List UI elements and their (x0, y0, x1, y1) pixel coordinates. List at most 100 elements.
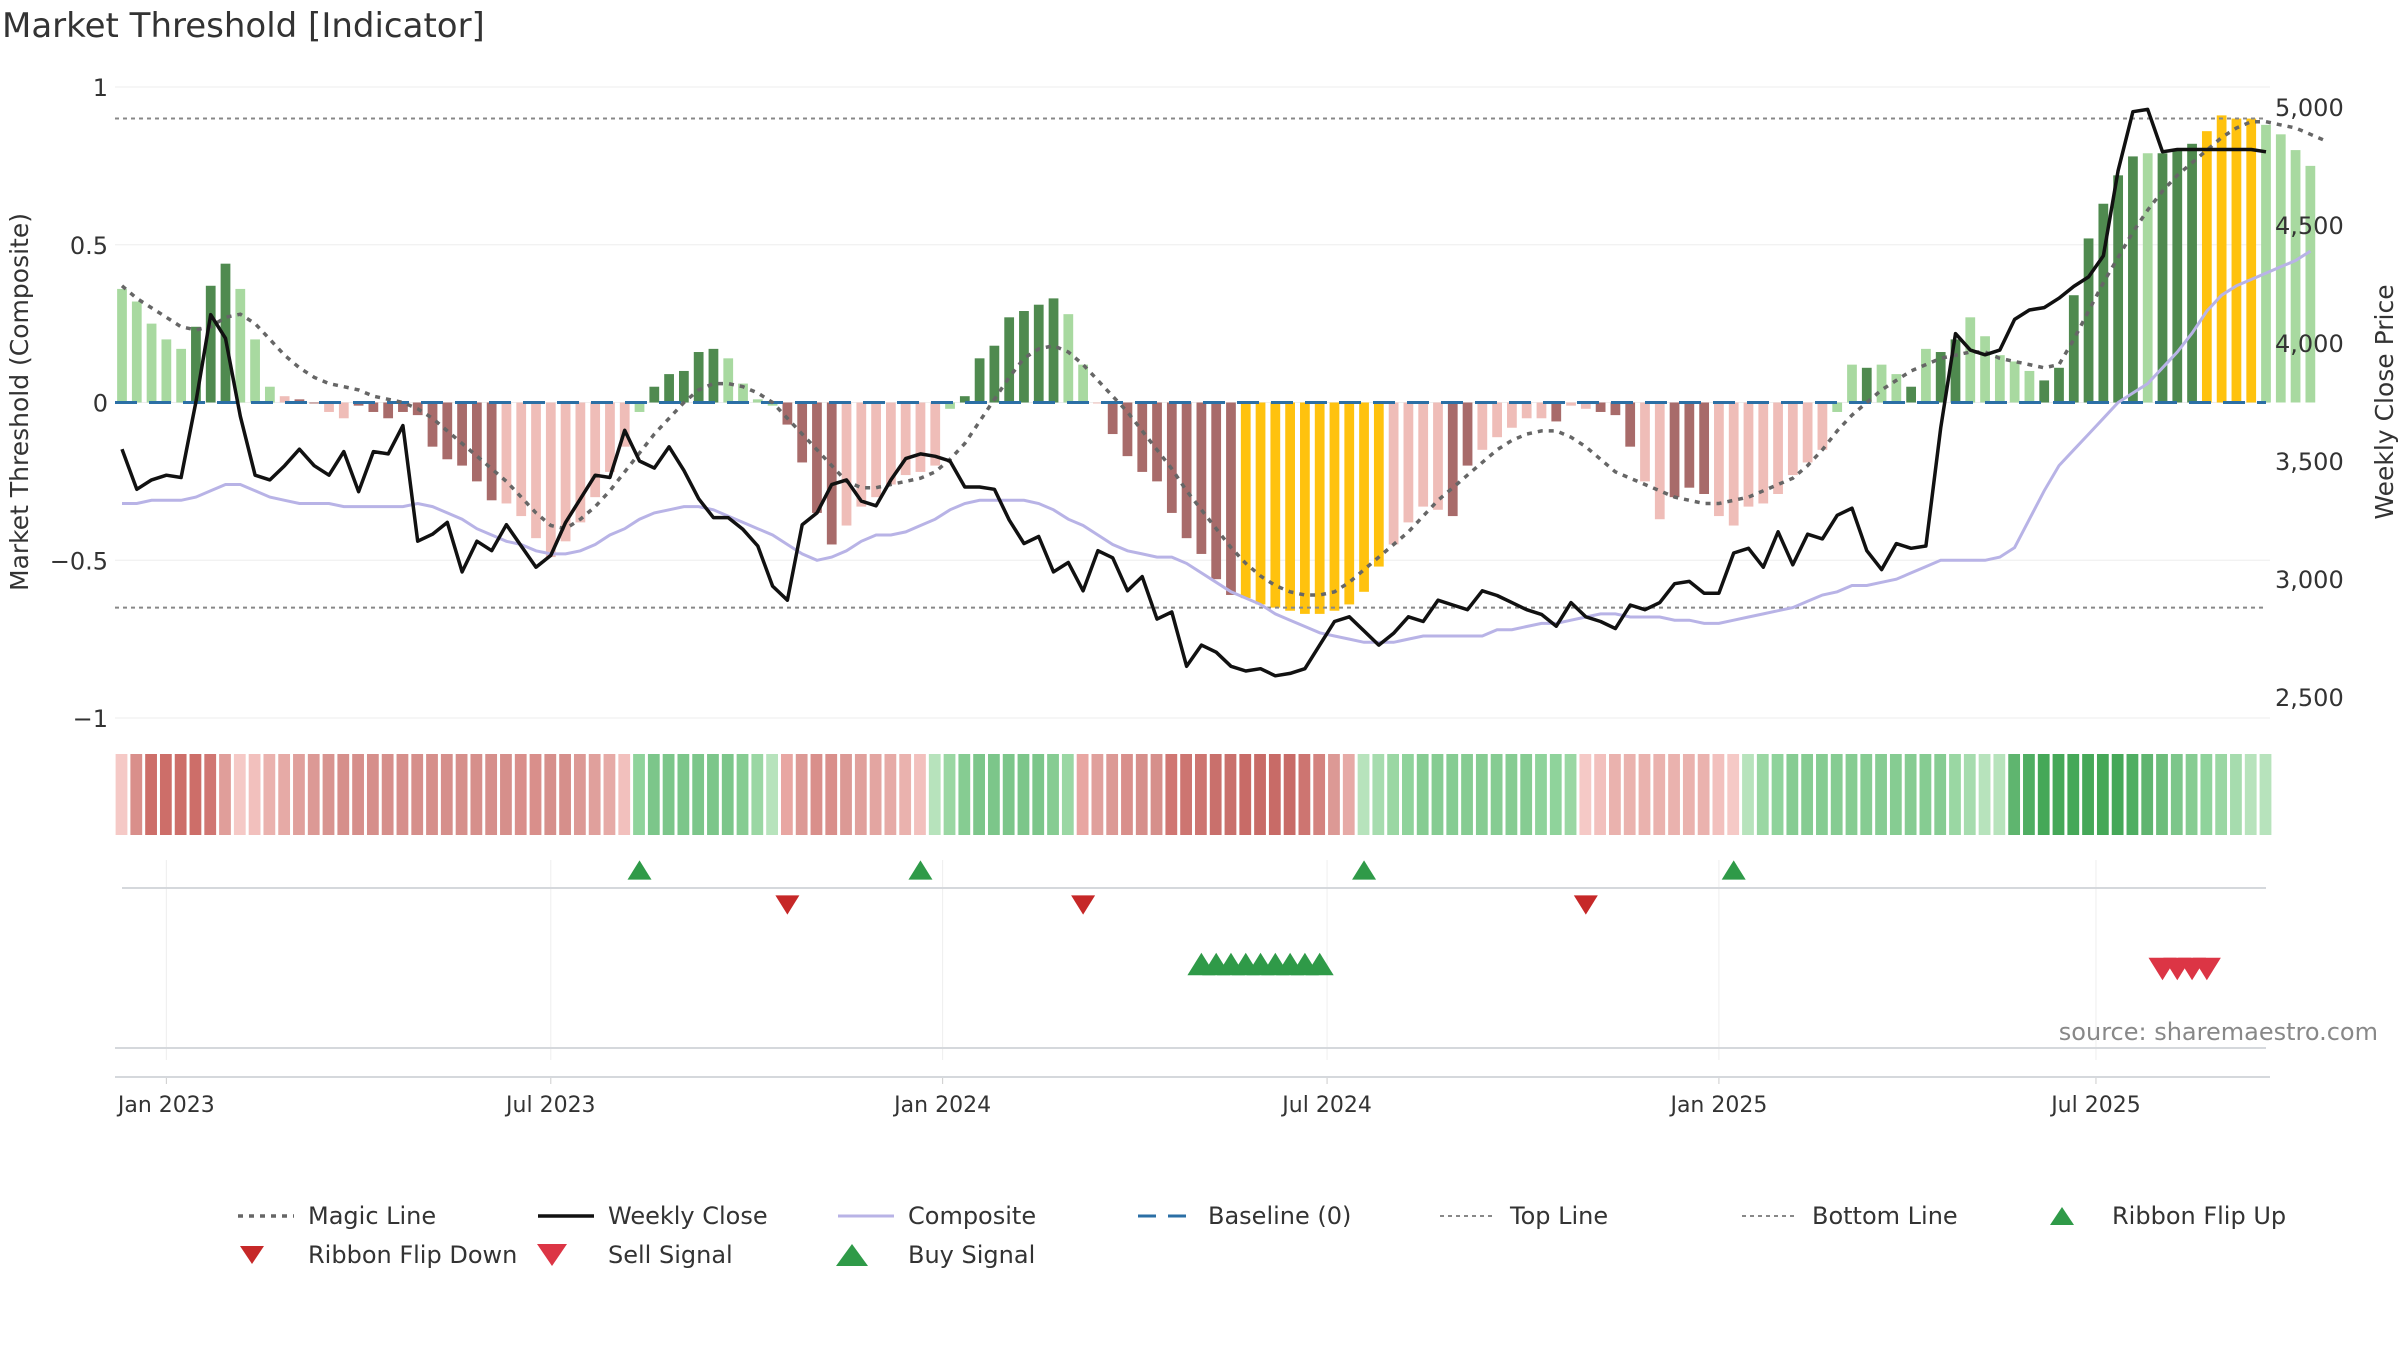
legend-label: Baseline (0) (1208, 1202, 1351, 1230)
ribbon-cell (1402, 754, 1414, 835)
ribbon-flip-up-marker (1352, 860, 1377, 880)
composite-bar (1891, 374, 1902, 403)
composite-bar (693, 352, 704, 403)
ribbon-cell (825, 754, 838, 835)
ribbon-cell (973, 754, 985, 835)
composite-bar (1152, 402, 1162, 482)
ribbon-cell (159, 754, 172, 835)
composite-bar (220, 263, 231, 403)
composite-bar (338, 402, 349, 419)
composite-bar (427, 402, 438, 447)
composite-bar (560, 402, 571, 542)
ribbon-cell (588, 754, 601, 835)
ribbon-cell (736, 754, 749, 835)
composite-bar (1314, 402, 1325, 614)
composite-bar (2083, 238, 2094, 403)
ribbon-cell (1328, 754, 1340, 835)
sell-signal-marker (2192, 957, 2221, 981)
composite-bar (2098, 203, 2109, 403)
composite-bar (1300, 402, 1310, 614)
composite-bar (619, 402, 630, 447)
ribbon-cell (1919, 754, 1932, 835)
ribbon-cell (1195, 754, 1207, 835)
legend-item: Composite (838, 1202, 1036, 1230)
ribbon-cell (1653, 754, 1666, 835)
ribbon-cell (293, 754, 305, 835)
composite-bar (708, 348, 719, 403)
ribbon-cell (1475, 754, 1488, 835)
legend-swatch (2050, 1207, 2074, 1225)
composite-bar (1654, 402, 1665, 520)
ribbon-cell (2111, 754, 2124, 835)
ribbon-cell (2052, 754, 2065, 835)
ribbon-cell (381, 754, 394, 835)
ribbon-cell (647, 754, 660, 835)
legend-swatch (836, 1244, 868, 1266)
ribbon-cell (2259, 754, 2272, 835)
legend-label: Buy Signal (908, 1241, 1035, 1269)
magic-line (120, 119, 2326, 597)
composite-bar (486, 402, 497, 501)
composite-bar (2187, 143, 2197, 403)
composite-bar (1610, 402, 1621, 416)
composite-bar (1714, 402, 1724, 517)
composite-bar (1181, 402, 1192, 539)
composite-bar (191, 326, 201, 403)
composite-bar (1329, 402, 1340, 611)
composite-bar (1950, 339, 1961, 403)
ribbon-cell (1121, 754, 1133, 835)
ribbon-cell (485, 754, 498, 835)
composite-bar (2305, 165, 2316, 403)
ribbon-cell (204, 754, 217, 835)
composite-bar (1359, 402, 1369, 592)
ribbon-cell (1756, 754, 1769, 835)
ribbon-cell (2082, 754, 2094, 835)
x-tick-label: Jul 2025 (2049, 1093, 2141, 1118)
ribbon-cell (278, 754, 291, 835)
composite-bar (1921, 348, 1931, 403)
ribbon-cell (1668, 754, 1680, 835)
ribbon-cell (1564, 754, 1577, 835)
composite-bar (1255, 402, 1266, 605)
y-right-tick-label: 3,000 (2275, 566, 2344, 594)
legend-item: Bottom Line (1742, 1202, 1958, 1230)
legend-swatch (537, 1244, 567, 1266)
ribbon-cell (233, 754, 246, 835)
composite-bar (2231, 118, 2242, 403)
composite-bar (2068, 295, 2079, 403)
composite-bar (1521, 402, 1532, 419)
composite-bar (2009, 361, 2020, 403)
composite-bar (1625, 402, 1636, 447)
chart-title: Market Threshold [Indicator] (2, 6, 485, 46)
ribbon-cell (470, 754, 483, 835)
ribbon-cell (1135, 754, 1148, 835)
ribbon-cell (1313, 754, 1326, 835)
ribbon-cell (307, 754, 320, 835)
composite-bar (723, 358, 734, 403)
composite-bar (1876, 364, 1887, 403)
y-right-tick-label: 4,500 (2275, 212, 2344, 240)
ribbon-cell (1889, 754, 1902, 835)
ribbon-cell (559, 754, 571, 835)
composite-bar (1403, 402, 1414, 523)
composite-bar (2142, 153, 2153, 403)
legend-label: Ribbon Flip Down (308, 1241, 517, 1269)
series-lines (115, 107, 2326, 678)
y-left-tick-label: 1 (93, 74, 108, 102)
composite-bar (590, 402, 601, 498)
ribbon-cell (766, 754, 778, 835)
composite-bar (1093, 402, 1103, 404)
ribbon-cell (1165, 754, 1178, 835)
ribbon-cell (1461, 754, 1473, 835)
y-axis-right-label: Weekly Close Price (2370, 284, 2399, 519)
composite-bar (324, 402, 334, 412)
ribbon-cell (1520, 754, 1533, 835)
composite-bar (1462, 402, 1473, 466)
ribbon-cell (248, 754, 261, 835)
ribbon-cell (1727, 754, 1740, 835)
legend-item: Sell Signal (537, 1241, 733, 1269)
grid (115, 86, 2270, 1060)
composite-bar (605, 402, 615, 472)
composite-bar (1373, 402, 1384, 567)
composite-bar (1418, 402, 1429, 507)
